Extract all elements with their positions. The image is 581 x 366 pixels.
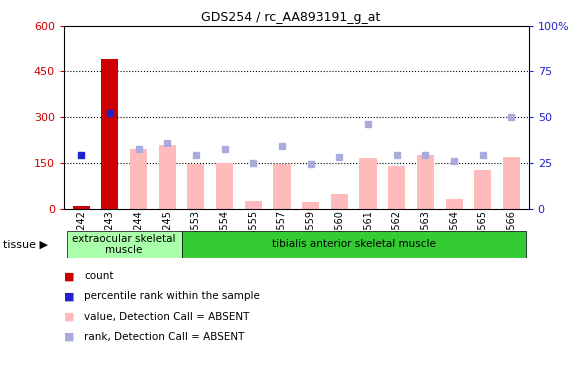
Text: ■: ■ — [64, 291, 74, 302]
Bar — [245, 201, 262, 209]
Bar — [417, 155, 434, 209]
Text: ■: ■ — [64, 271, 74, 281]
Bar — [101, 59, 119, 209]
Bar — [216, 164, 233, 209]
Bar — [273, 164, 290, 209]
Bar — [360, 158, 376, 209]
Text: count: count — [84, 271, 114, 281]
Text: GDS254 / rc_AA893191_g_at: GDS254 / rc_AA893191_g_at — [201, 11, 380, 24]
Bar — [503, 157, 520, 209]
FancyBboxPatch shape — [181, 231, 526, 258]
Text: percentile rank within the sample: percentile rank within the sample — [84, 291, 260, 302]
Text: value, Detection Call = ABSENT: value, Detection Call = ABSENT — [84, 311, 250, 322]
Bar — [130, 149, 147, 209]
FancyBboxPatch shape — [67, 231, 181, 258]
Text: ■: ■ — [64, 332, 74, 342]
Bar — [388, 166, 406, 209]
Bar — [159, 145, 176, 209]
Text: tissue ▶: tissue ▶ — [3, 239, 48, 249]
Text: ■: ■ — [64, 311, 74, 322]
Bar — [187, 164, 205, 209]
Bar — [331, 194, 348, 209]
Bar — [73, 206, 89, 209]
Text: tibialis anterior skeletal muscle: tibialis anterior skeletal muscle — [272, 239, 436, 249]
Text: rank, Detection Call = ABSENT: rank, Detection Call = ABSENT — [84, 332, 245, 342]
Bar — [302, 202, 320, 209]
Bar — [446, 199, 462, 209]
Text: extraocular skeletal
muscle: extraocular skeletal muscle — [73, 234, 176, 255]
Bar — [474, 169, 492, 209]
